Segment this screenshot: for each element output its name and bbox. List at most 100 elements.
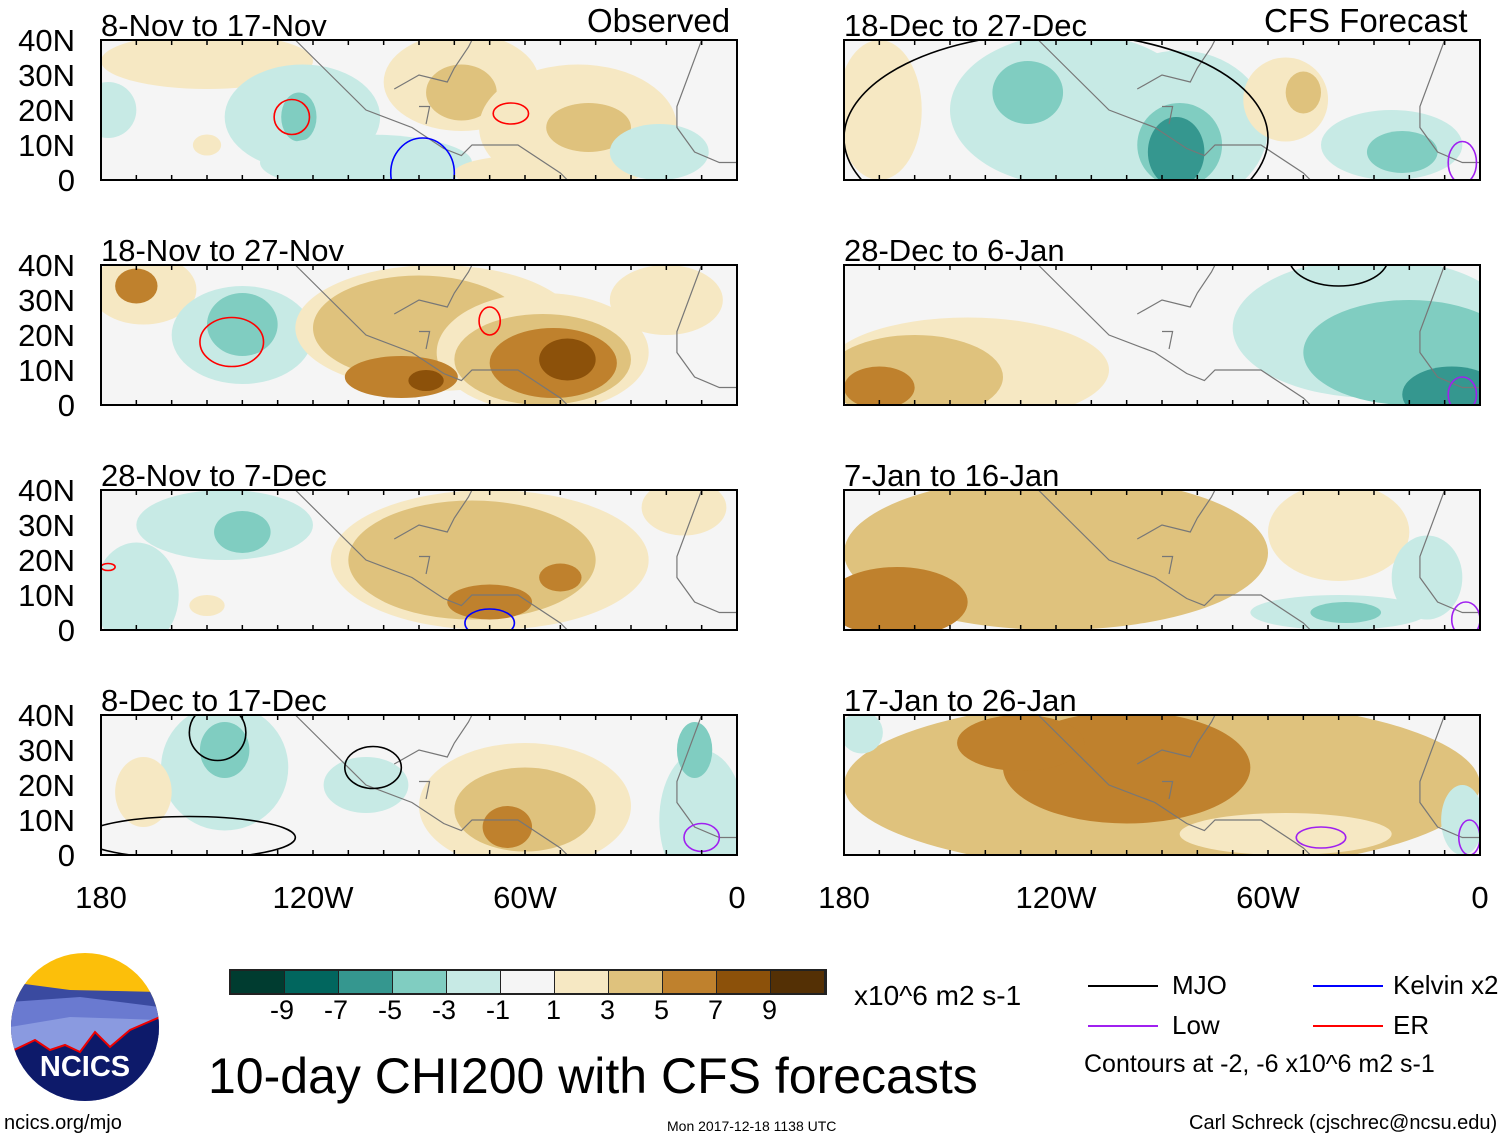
legend-er: ER — [1393, 1010, 1430, 1040]
anomaly-region — [1441, 785, 1480, 855]
lat-tick-label: 40N — [18, 248, 75, 283]
anomaly-region — [844, 40, 922, 180]
colorbar-swatch — [231, 971, 285, 993]
lon-tick-label: 0 — [728, 880, 745, 915]
units-label: x10^6 m2 s-1 — [854, 980, 1022, 1011]
colorbar-tick-label: 7 — [708, 995, 724, 1025]
lat-tick-label: 10N — [18, 353, 75, 388]
anomaly-region — [281, 92, 317, 142]
colorbar-tick-label: 5 — [654, 995, 670, 1025]
map-panel: 7-Jan to 16-Jan — [843, 458, 1481, 631]
legend-kelvin-line — [1313, 985, 1383, 987]
colorbar — [229, 969, 827, 995]
lat-tick-label: 40N — [18, 23, 75, 58]
lon-tick-label: 60W — [493, 880, 557, 915]
anomaly-region — [992, 61, 1064, 124]
lat-tick-label: 0 — [58, 838, 75, 873]
anomaly-region — [1402, 366, 1480, 405]
ncics-logo: NCICS — [11, 953, 159, 1101]
panel-title: 28-Nov to 7-Dec — [101, 458, 327, 493]
lat-tick-label: 20N — [18, 768, 75, 803]
contour-mjo — [1289, 265, 1388, 287]
anomaly-region — [199, 722, 250, 778]
anomaly-region — [1285, 71, 1322, 114]
forecast-label: CFS Forecast — [1264, 2, 1468, 39]
colorbar-tick-label: -3 — [432, 995, 457, 1025]
lat-tick-label: 0 — [58, 163, 75, 198]
lat-tick-label: 20N — [18, 93, 75, 128]
colorbar-tick-label: 9 — [762, 995, 778, 1025]
panel-title: 17-Jan to 26-Jan — [844, 683, 1077, 718]
panel-title: 18-Dec to 27-Dec — [844, 8, 1087, 43]
map-panel: 18-Dec to 27-Dec — [843, 8, 1481, 181]
anomaly-region — [641, 490, 727, 536]
anomaly-region — [454, 155, 596, 180]
lat-tick-label: 10N — [18, 803, 75, 838]
lon-tick-label: 60W — [1236, 880, 1300, 915]
colorbar-swatch — [663, 971, 717, 993]
anomaly-region — [189, 595, 225, 616]
lon-tick-label: 120W — [273, 880, 355, 915]
site-url[interactable]: ncics.org/mjo — [4, 1112, 122, 1134]
anomaly-region — [115, 757, 172, 827]
anomaly-region — [1179, 813, 1392, 855]
lon-tick-label: 180 — [818, 880, 870, 915]
contour-mjo — [844, 40, 1269, 180]
anomaly-region — [1391, 535, 1463, 620]
panel-title: 8-Dec to 17-Dec — [101, 683, 327, 718]
coastline — [294, 715, 737, 855]
anomaly-region — [546, 103, 631, 152]
contour-kelvin — [464, 608, 516, 630]
anomaly-region — [408, 370, 444, 391]
lat-tick-label: 20N — [18, 318, 75, 353]
anomaly-region — [115, 268, 158, 304]
contour-low — [1447, 376, 1478, 405]
legend-mjo: MJO — [1172, 970, 1227, 1000]
anomaly-region — [676, 722, 713, 778]
colorbar-swatch — [393, 971, 447, 993]
legend-er-line — [1313, 1025, 1383, 1027]
colorbar-tick-label: 3 — [600, 995, 616, 1025]
lat-tick-label: 0 — [58, 388, 75, 423]
timestamp: Mon 2017-12-18 1138 UTC — [667, 1118, 837, 1134]
anomaly-region — [844, 366, 915, 405]
lat-tick-label: 30N — [18, 283, 75, 318]
contour-mjo — [101, 815, 297, 855]
anomaly-region — [844, 567, 968, 630]
contour-low — [1458, 819, 1480, 855]
contour-low — [1450, 601, 1480, 630]
panel-title: 28-Dec to 6-Jan — [844, 233, 1065, 268]
contour-er — [199, 316, 265, 368]
colorbar-swatch — [501, 971, 555, 993]
colorbar-swatch — [285, 971, 339, 993]
anomaly-region — [207, 293, 278, 356]
anomaly-region — [192, 134, 222, 156]
anomaly-region — [260, 134, 472, 180]
coastline — [1037, 265, 1480, 405]
contour-er — [478, 306, 502, 336]
anomaly-region — [1366, 131, 1438, 173]
contour-er — [492, 102, 530, 125]
legend-low-line — [1088, 1025, 1158, 1027]
lon-tick-label: 120W — [1016, 880, 1098, 915]
anomaly-region — [426, 64, 497, 121]
chart-title: 10-day CHI200 with CFS forecasts — [208, 1048, 978, 1104]
contour-kelvin — [389, 137, 456, 180]
observed-label: Observed — [587, 2, 731, 39]
anomaly-region — [539, 338, 596, 381]
panel-title: 7-Jan to 16-Jan — [844, 458, 1059, 493]
anomaly-region — [539, 563, 582, 592]
anomaly-region — [1268, 490, 1410, 581]
coastline — [294, 490, 737, 630]
lat-tick-label: 10N — [18, 578, 75, 613]
contour-mjo — [188, 715, 247, 762]
colorbar-tick-label: -7 — [324, 995, 349, 1025]
coastline — [294, 265, 737, 405]
panel-title: 8-Nov to 17-Nov — [101, 8, 327, 43]
contour-mjo — [344, 745, 403, 790]
coastline — [1037, 490, 1480, 630]
anomaly-region — [447, 584, 533, 620]
